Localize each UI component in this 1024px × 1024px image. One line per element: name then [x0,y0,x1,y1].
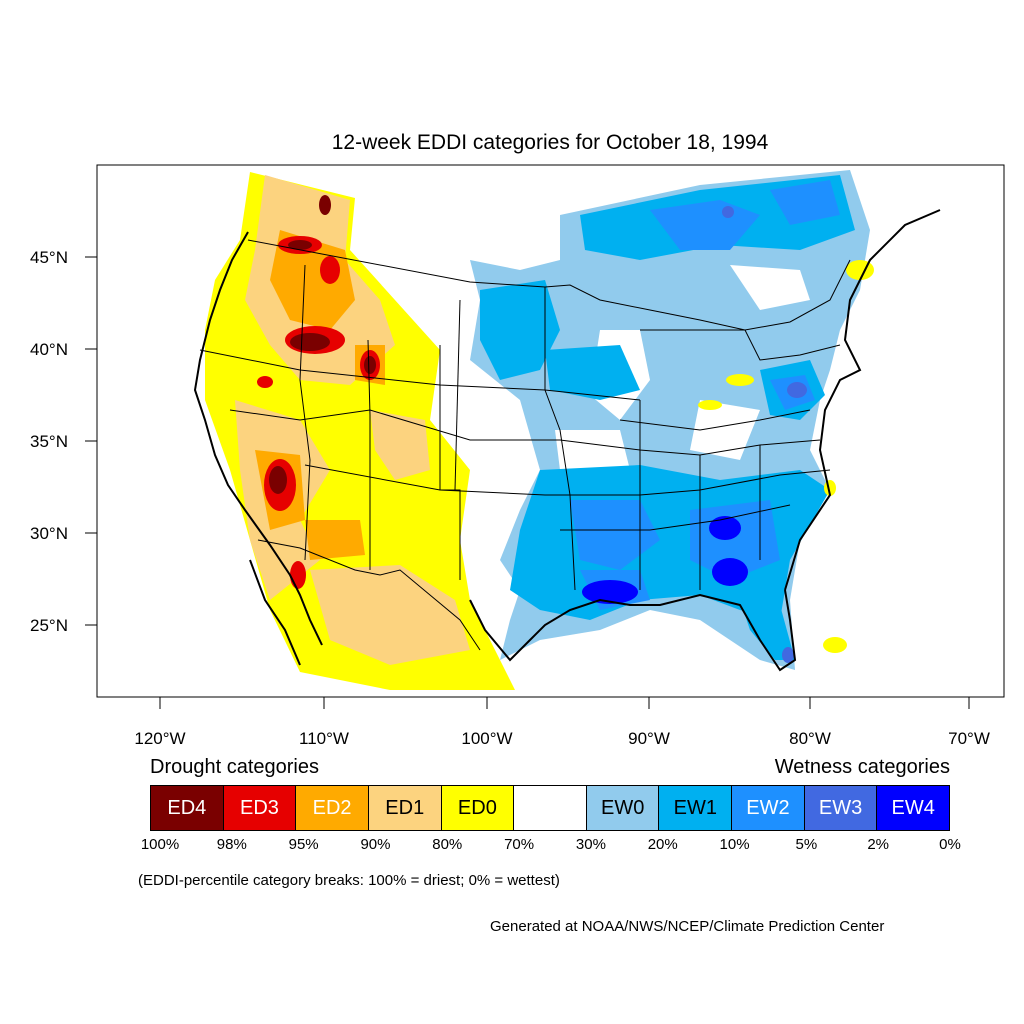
state-line-10 [640,329,841,361]
lon-label: 120°W [134,729,185,748]
percentile-break-label: 90% [360,836,391,853]
state-line-4 [454,299,461,491]
ew1-upper-midwest [545,345,640,400]
percentile-break-label: 5% [795,836,818,853]
percentile-break-label: 80% [432,836,463,853]
ed2-patch-idaho [270,230,355,330]
ed4-hotspot-wyoming [364,356,376,374]
ew4-georgia [712,558,748,586]
lon-label: 80°W [789,729,831,748]
state-line-2 [367,339,371,570]
percentile-break-label: 70% [504,836,535,853]
us-canada-border [247,239,851,331]
state-line-11 [619,409,811,431]
drought-categories-label: Drought categories [150,756,319,778]
category-box-ew3: EW3 [803,786,877,830]
coastline-east [784,209,941,591]
percentile-break-label: 100% [140,836,180,853]
coastline-gulf [469,589,797,672]
percentile-break-label: 95% [288,836,319,853]
ed0-lake-erie [726,374,754,386]
ew2-south [570,500,660,570]
state-line-6 [199,349,641,401]
ed3-hotspot-nevada [257,376,273,388]
ed3-hotspot-montana [320,256,340,284]
credit-text: Generated at NOAA/NWS/NCEP/Climate Predi… [490,918,885,935]
percentile-break-label: 98% [216,836,247,853]
ew2-southeast [690,500,780,580]
map-title: 12-week EDDI categories for October 18, … [331,131,769,154]
lat-label: 25°N [30,616,68,635]
map-plot: 45°N 40°N 35°N 30°N 25°N 120°W 110°W 100… [30,164,1005,748]
state-line-7 [229,409,821,456]
lon-label: 90°W [628,729,670,748]
state-line-1 [299,264,311,561]
category-box-ew4: EW4 [876,786,950,830]
ed0-maine [846,260,874,280]
category-note: (EDDI-percentile category breaks: 100% =… [138,872,560,889]
category-colorbar: ED4 ED3 ED2 ED1 ED0 EW0 EW1 EW2 EW3 EW4 [150,785,950,831]
percentile-break-label: 20% [647,836,678,853]
category-box-ew2: EW2 [731,786,804,830]
lon-labels: 120°W 110°W 100°W 90°W 80°W 70°W [134,729,989,748]
category-box-ed2: ED2 [295,786,368,830]
lat-label: 30°N [30,524,68,543]
category-box-none [513,786,586,830]
ew2-canada-east [770,180,840,225]
percentile-break-label: 30% [575,836,606,853]
lon-label: 110°W [299,729,349,748]
ed3-hotspot-bc [319,195,331,215]
state-line-5 [544,287,576,591]
ew4-louisiana [582,580,638,604]
lat-label: 35°N [30,432,68,451]
wetness-categories-label: Wetness categories [774,756,950,778]
white-patch-kansas [555,430,630,470]
ed4-hotspot-wa [288,240,312,250]
axis-ticks [85,256,970,709]
state-line-12 [560,504,791,531]
ew3-pennsylvania [787,382,807,398]
ed3-hotspot-mexico [290,561,306,589]
us-mexico-border [257,539,481,651]
category-box-ew0: EW0 [585,786,659,830]
lat-labels: 45°N 40°N 35°N 30°N 25°N [30,248,68,635]
white-patch-ohio [690,400,760,460]
ew3-quebec [722,206,734,218]
coastline-west [193,231,323,666]
lon-label: 100°W [461,729,512,748]
ew4-south-carolina [709,516,741,540]
lat-label: 40°N [30,340,68,359]
percentile-break-label: 2% [867,836,890,853]
ed2-patch-nm [305,520,365,560]
ed1-west-patch-colorado [370,410,430,480]
category-box-ed1: ED1 [367,786,441,830]
ew1-plains [480,280,560,380]
ed0-ohio [698,400,722,410]
ed1-west-patch-texas [310,565,470,665]
lon-label: 70°W [948,729,990,748]
ed0-bahamas [823,637,847,653]
ed4-hotspot-arizona [269,466,287,494]
category-box-ed3: ED3 [222,786,296,830]
white-patch-ontario [730,265,810,310]
category-box-ed0: ED0 [440,786,514,830]
ew1-south [510,465,830,620]
boundary-lines [193,209,941,672]
ed4-hotspot-idaho [290,333,330,351]
category-box-ew1: EW1 [658,786,732,830]
lat-label: 45°N [30,248,68,267]
ew3-florida [782,647,794,663]
ew1-florida [740,600,795,660]
category-box-ed4: ED4 [151,786,223,830]
map-frame [96,164,1005,698]
percentile-break-label: 0% [939,836,961,853]
percentile-break-label: 10% [719,836,750,853]
eddi-field [205,170,874,690]
